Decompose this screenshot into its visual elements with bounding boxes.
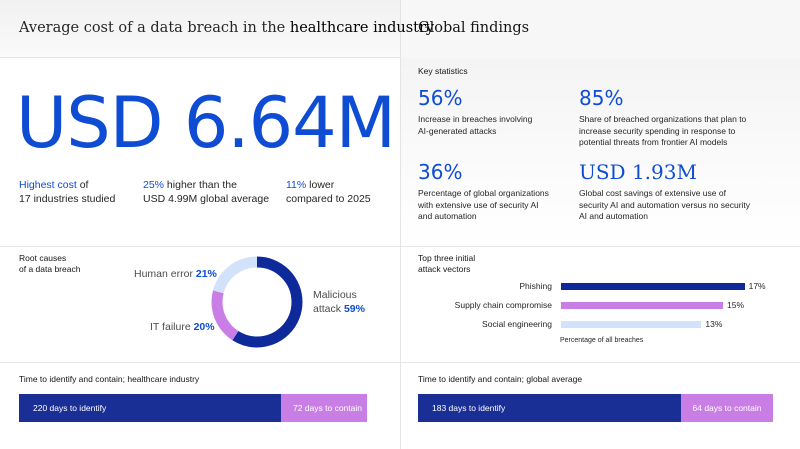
header-right xyxy=(401,0,800,58)
divider-right-1 xyxy=(401,246,800,247)
stat-desc-3: Percentage of global organizations with e… xyxy=(418,188,549,221)
vector-bar-social-engineering xyxy=(561,321,702,328)
vector-value-social-engineering: 13% xyxy=(705,319,723,329)
root-causes-title: Root causes of a data breach xyxy=(19,253,81,274)
vector-value-phishing: 17% xyxy=(748,281,766,291)
donut-segment-human-error xyxy=(211,256,303,348)
left-title: Average cost of a data breach in the hea… xyxy=(19,20,435,36)
left-title-emphasis: healthcare industry xyxy=(289,20,435,36)
attack-vectors-title: Top three initial attack vectors xyxy=(418,253,476,274)
divider-right-2 xyxy=(401,362,800,363)
time-title-healthcare: Time to identify and contain; healthcare… xyxy=(19,374,200,384)
donut-label-human-error: Human error 21% xyxy=(134,268,217,280)
stat-value-1: 56% xyxy=(418,86,463,110)
divider-left-2 xyxy=(0,362,400,363)
vector-value-supply-chain-compromise: 15% xyxy=(727,300,745,310)
donut-label-it-failure: IT failure 20% xyxy=(150,321,215,333)
divider-left-1 xyxy=(0,246,400,247)
stat-value-4: USD 1.93M xyxy=(579,160,697,184)
identify-segment-global: 183 days to identify xyxy=(418,394,681,422)
header-left xyxy=(0,0,400,58)
donut-segment-it-failure xyxy=(211,256,303,348)
stat-value-2: 85% xyxy=(579,86,624,110)
stat-desc-2: Share of breached organizations that pla… xyxy=(579,114,747,147)
right-title: Global findings xyxy=(418,20,530,36)
stat-desc-1: Increase in breaches involving AI-generat… xyxy=(418,114,533,136)
vector-label-supply-chain-compromise: Supply chain compromise xyxy=(454,300,552,310)
key-statistics-label: Key statistics xyxy=(418,66,468,76)
contain-segment-healthcare: 72 days to contain xyxy=(281,394,367,422)
sub-stat-1: Highest cost of 17 industries studied xyxy=(19,179,116,205)
stat-desc-4: Global cost savings of extensive use of s… xyxy=(579,188,751,221)
contain-segment-global: 64 days to contain xyxy=(681,394,773,422)
center-divider xyxy=(400,0,401,449)
sub-stat-2: 25% higher than the USD 4.99M global ave… xyxy=(143,179,270,205)
key-stats-panel xyxy=(401,58,800,248)
vector-bar-supply-chain-compromise xyxy=(561,302,723,309)
vector-label-phishing: Phishing xyxy=(519,281,552,291)
attack-vectors-axis-label: Percentage of all breaches xyxy=(560,337,644,344)
vector-bar-phishing xyxy=(561,283,745,290)
donut-label-malicious-attack: Malicious attack 59% xyxy=(313,289,365,315)
stat-value-3: 36% xyxy=(418,160,463,184)
root-causes-donut-chart xyxy=(211,256,303,348)
sub-stat-3: 11% lower compared to 2025 xyxy=(286,179,371,205)
vector-label-social-engineering: Social engineering xyxy=(482,319,552,329)
identify-segment-healthcare: 220 days to identify xyxy=(19,394,281,422)
time-title-global: Time to identify and contain; global ave… xyxy=(418,374,583,384)
average-cost-value: USD 6.64M xyxy=(16,82,396,164)
